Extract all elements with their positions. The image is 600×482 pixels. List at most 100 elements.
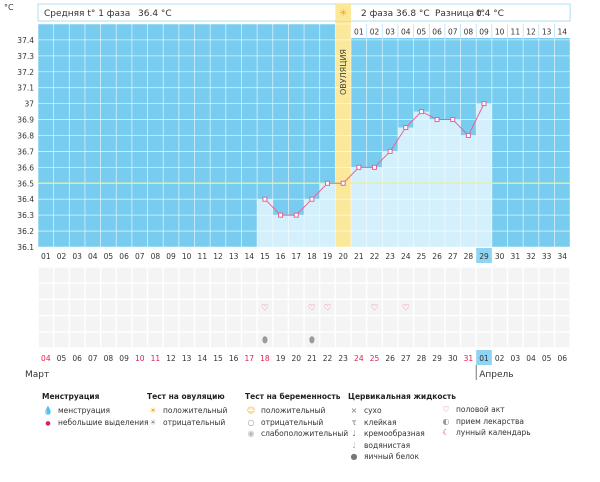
phase2-label: 2 фаза: [361, 9, 393, 19]
marker-cell: [320, 316, 335, 332]
marker-cell: [398, 316, 413, 332]
cycle-day-label: 03: [72, 252, 82, 261]
calendar-date: 04: [526, 354, 536, 363]
legend-pregnancy-title: Тест на беременность: [245, 392, 341, 401]
marker-cell: [539, 267, 554, 283]
temperature-point: [403, 125, 409, 131]
y-tick-label: 36.2: [17, 227, 34, 236]
ovulation-header-cell: [335, 4, 351, 21]
pill-icon: ◐: [442, 416, 450, 426]
summary-header: [37, 3, 571, 22]
temperature-bar: [413, 111, 430, 247]
post-ovulation-day: 01: [354, 28, 364, 37]
cycle-day-label: 07: [135, 252, 145, 261]
calendar-date: 07: [88, 354, 98, 363]
marker-cell: [101, 316, 116, 332]
marker-cell: [148, 267, 163, 283]
marker-cell: [242, 300, 257, 315]
marker-cell: [492, 332, 507, 348]
ovulation-label: ОВУЛЯЦИЯ: [339, 49, 348, 95]
sun-icon: ☀: [149, 406, 157, 415]
marker-cell: [116, 332, 132, 348]
marker-cell: [289, 300, 304, 315]
marker-cell: [70, 332, 85, 348]
marker-cell: [383, 316, 398, 332]
marker-cell: [367, 316, 382, 332]
calendar-date: 17: [245, 354, 255, 363]
marker-cell: [289, 267, 304, 283]
moon-icon: ☾: [442, 428, 450, 437]
cycle-day-label: 16: [276, 252, 286, 261]
t-icon: τ: [351, 417, 357, 427]
marker-cell: [351, 283, 366, 299]
temperature-point: [325, 180, 331, 186]
marker-cell: [367, 283, 382, 299]
marker-cell: [273, 316, 288, 332]
marker-cell: [148, 300, 163, 315]
marker-cell: [148, 332, 163, 348]
y-tick-label: 36.4: [17, 195, 34, 204]
marker-cell: [195, 316, 210, 332]
marker-cell: [414, 283, 429, 299]
marker-cell: [210, 300, 226, 315]
y-axis-unit: °C: [4, 3, 14, 12]
marker-cell: [320, 283, 335, 299]
marker-cell: [476, 283, 492, 299]
marker-cell: [336, 300, 351, 315]
cycle-day-label: 17: [291, 252, 301, 261]
calendar-date: 27: [401, 354, 411, 363]
post-ovulation-day: 10: [495, 28, 505, 37]
marker-cell: [210, 316, 226, 332]
marker-cell: [351, 332, 366, 348]
marker-cell: [179, 300, 194, 315]
marker-cell: [132, 283, 147, 299]
temperature-point: [278, 212, 284, 218]
marker-cell: [429, 267, 445, 283]
marker-cell: [336, 332, 351, 348]
legend-item: ◐ прием лекарства: [440, 416, 531, 428]
legend-item: ○ отрицательный: [245, 417, 348, 429]
calendar-date: 03: [511, 354, 521, 363]
temperature-bar: [351, 167, 367, 247]
legend-ovulation-title: Тест на овуляцию: [147, 392, 225, 401]
marker-cell: [210, 267, 226, 283]
post-ovulation-day: 03: [385, 28, 395, 37]
cycle-day-label: 06: [119, 252, 129, 261]
y-tick-label: 36.6: [17, 163, 34, 172]
calendar-date: 13: [182, 354, 192, 363]
marker-cell: [398, 283, 413, 299]
cycle-day-label: 28: [464, 252, 474, 261]
cycle-day-label: 34: [558, 252, 568, 261]
legend-label: небольшие выделения: [58, 417, 149, 427]
marker-cell: [508, 300, 523, 315]
marker-cell: [101, 283, 116, 299]
marker-cell: [461, 316, 476, 332]
cycle-day-label: 02: [57, 252, 67, 261]
marker-cell: [148, 283, 163, 299]
marker-cell: [179, 332, 194, 348]
marker-cell: [414, 267, 429, 283]
calendar-date: 24: [354, 354, 364, 363]
ovulation-band: [335, 4, 351, 247]
legend-label: половой акт: [456, 405, 505, 414]
marker-cell: [461, 267, 476, 283]
legend-item: ☾ лунный календарь: [440, 427, 530, 439]
legend-item: ● небольшие выделения: [42, 417, 149, 429]
cycle-day-label: 19: [323, 252, 333, 261]
y-tick-label: 36.9: [17, 116, 34, 125]
temperature-point: [465, 132, 471, 138]
marker-cell: [555, 267, 570, 283]
marker-cell: [445, 316, 460, 332]
marker-cell: [85, 283, 100, 299]
post-ovulation-day: 04: [401, 28, 411, 37]
marker-cell: [508, 332, 523, 348]
legend-label: отрицательный: [261, 417, 324, 427]
small-drop-icon: ●: [45, 419, 51, 427]
marker-cell: [492, 267, 507, 283]
legend-item: ♡ половой акт: [440, 404, 531, 416]
cycle-day-label: 23: [385, 252, 395, 261]
marker-cell: [163, 267, 179, 283]
legend-item: ♩ водянистая: [348, 440, 456, 452]
marker-cell: [414, 300, 429, 315]
calendar-date: 19: [276, 354, 286, 363]
